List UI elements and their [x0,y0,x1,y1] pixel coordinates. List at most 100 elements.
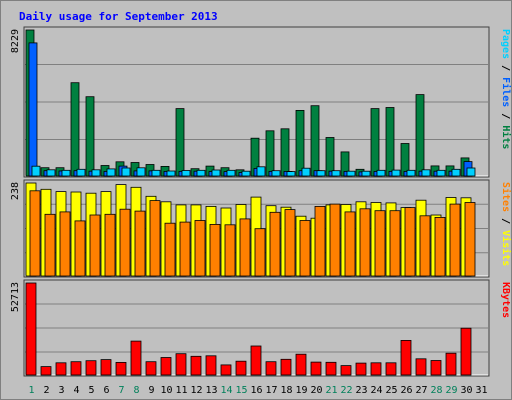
x-tick-label-day-23: 23 [355,385,367,396]
bar-sites-day-6 [104,213,116,277]
x-tick-label-day-12: 12 [190,385,202,396]
bar-hits-day-19 [295,110,305,177]
panel-kbytes: 52713 KBytes [10,279,511,377]
legend- /: / [500,59,511,77]
bar-kbytes-day-18 [280,358,292,376]
bar-pages-day-18 [286,171,296,177]
bar-pages-day-19 [301,167,311,177]
bar-sites-day-27 [419,215,431,277]
bar-pages-day-5 [91,169,101,177]
bar-sites-day-14 [224,224,236,277]
x-tick-label-day-16: 16 [250,385,262,396]
bar-pages-day-17 [271,170,281,177]
panel-legend: Sites / Visits [500,182,512,266]
bar-sites-day-10 [164,222,176,277]
bar-pages-day-16 [256,166,266,177]
x-tick-label-day-28: 28 [430,385,442,396]
bar-hits-day-4 [70,82,80,177]
bar-kbytes-day-14 [220,364,232,376]
panel-legend: Pages / Files / Hits [500,29,512,149]
chart-title: Daily usage for September 2013 [19,10,218,23]
x-tick-label-day-18: 18 [280,385,292,396]
bar-hits-day-17 [265,130,275,177]
bar-sites-day-30 [464,202,476,277]
bar-kbytes-day-11 [175,353,187,376]
x-tick-label-day-4: 4 [73,385,79,396]
bar-kbytes-day-29 [445,352,457,376]
bar-hits-day-27 [415,94,425,177]
bar-pages-day-29 [451,168,461,177]
bar-sites-day-8 [134,210,146,277]
bar-pages-day-1 [31,165,41,177]
x-tick-label-day-22: 22 [340,385,352,396]
x-tick-label-day-31: 31 [475,385,487,396]
legend-pages: Pages [500,29,511,59]
x-tick-label-day-24: 24 [370,385,382,396]
bar-pages-day-3 [61,169,71,177]
bar-kbytes-day-7 [115,361,127,376]
legend-visits: Visits [500,230,512,266]
x-tick-label-day-27: 27 [415,385,427,396]
bar-sites-day-7 [119,208,131,277]
bar-sites-day-5 [89,214,101,277]
bar-sites-day-22 [344,211,356,277]
bar-pages-day-6 [106,168,116,177]
bar-hits-day-20 [310,105,320,177]
bar-sites-day-20 [314,205,326,277]
x-tick-label-day-10: 10 [160,385,172,396]
bar-kbytes-day-16 [250,345,262,376]
bar-sites-day-2 [44,213,56,277]
bar-kbytes-day-9 [145,361,157,376]
bar-sites-day-21 [329,203,341,277]
x-tick-label-day-5: 5 [88,385,94,396]
bar-kbytes-day-12 [190,355,202,376]
panels-layer: 8229 Pages / Files / Hits 238 Sites / Visit… [10,26,512,377]
bar-pages-day-13 [211,169,221,177]
bar-pages-day-4 [76,168,86,177]
bar-pages-day-27 [421,169,431,177]
x-tick-label-day-29: 29 [445,385,457,396]
bar-kbytes-day-22 [340,365,352,376]
bar-hits-day-11 [175,108,185,177]
bar-sites-day-3 [59,211,71,277]
bar-pages-day-21 [331,170,341,177]
bar-kbytes-day-10 [160,357,172,376]
bar-pages-day-8 [136,167,146,177]
panel-hits-files-pages: 8229 Pages / Files / Hits [10,26,512,178]
bar-sites-day-29 [449,203,461,277]
bar-hits-day-21 [325,137,335,177]
bar-kbytes-day-6 [100,359,112,376]
bar-hits-day-24 [370,108,380,177]
x-tick-label-day-7: 7 [118,385,124,396]
x-tick-label-day-9: 9 [148,385,154,396]
x-tick-label-day-25: 25 [385,385,397,396]
x-tick-label-day-8: 8 [133,385,139,396]
x-tick-label-day-26: 26 [400,385,412,396]
panel-max-label: 52713 [10,282,21,312]
panel-max-label: 8229 [10,29,21,53]
x-tick-label-day-21: 21 [325,385,337,396]
bar-sites-day-24 [374,210,386,277]
x-tick-label-day-6: 6 [103,385,109,396]
bar-kbytes-day-24 [370,362,382,376]
bar-sites-day-9 [149,200,161,277]
bar-pages-day-25 [391,169,401,177]
bar-kbytes-day-30 [460,327,472,376]
bar-sites-day-12 [194,220,206,277]
x-tick-label-day-20: 20 [310,385,322,396]
panel-max-label: 238 [10,182,21,200]
legend-hits: Hits [500,125,512,149]
bar-sites-day-11 [179,221,191,277]
bar-kbytes-day-5 [85,360,97,376]
bar-kbytes-day-4 [70,361,82,376]
x-tick-label-day-11: 11 [175,385,187,396]
legend- /: / [500,212,511,230]
x-tick-label-day-3: 3 [58,385,64,396]
panel-visits-sites: 238 Sites / Visits [10,179,512,278]
x-tick-label-day-1: 1 [28,385,34,396]
bar-kbytes-day-23 [355,362,367,376]
bar-kbytes-day-1 [25,282,37,376]
x-tick-label-day-14: 14 [220,385,232,396]
legend-kbytes: KBytes [500,282,511,318]
